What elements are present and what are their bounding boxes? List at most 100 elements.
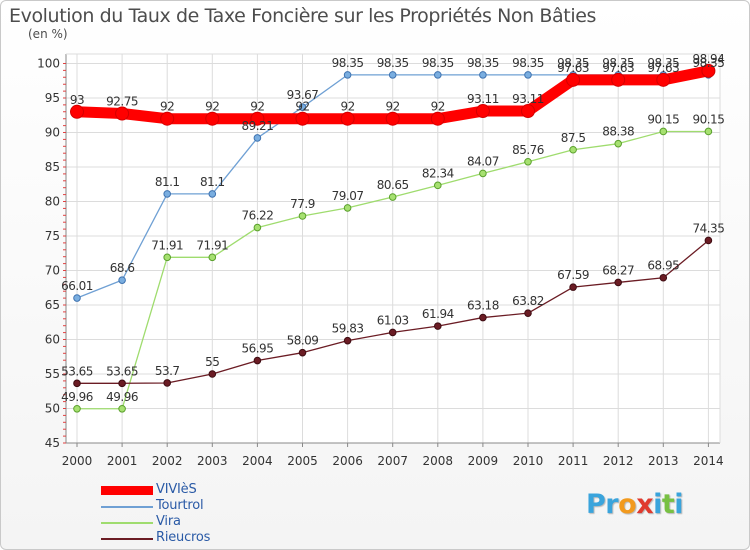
- data-point-vivies: [160, 111, 175, 126]
- chart-title: Evolution du Taux de Taxe Foncière sur l…: [9, 5, 597, 27]
- data-point-tourtrol: [118, 276, 126, 284]
- data-point-tourtrol: [163, 190, 171, 198]
- data-label-tourtrol: 98.35: [647, 56, 679, 70]
- x-tick-label: 2010: [513, 454, 544, 468]
- legend-label-vira: Vira: [156, 514, 181, 529]
- data-label-tourtrol: 98.35: [512, 56, 544, 70]
- data-label-vira: 90.15: [647, 112, 679, 126]
- data-label-tourtrol: 89.21: [241, 119, 273, 133]
- data-label-vivies: 93.11: [467, 92, 499, 106]
- y-tick-label: 90: [45, 126, 60, 140]
- data-label-rieucros: 53.65: [106, 364, 138, 378]
- series-rieucros: [73, 236, 713, 388]
- data-label-rieucros: 53.7: [155, 364, 180, 378]
- x-tick-label: 2001: [107, 454, 138, 468]
- data-label-rieucros: 61.94: [422, 307, 454, 321]
- x-tick-label: 2009: [468, 454, 499, 468]
- data-point-tourtrol: [298, 103, 307, 111]
- data-label-vivies: 92: [340, 100, 354, 114]
- data-point-tourtrol: [524, 71, 532, 79]
- data-point-tourtrol: [208, 190, 217, 198]
- data-point-vivies: [566, 72, 581, 87]
- data-label-tourtrol: 93.67: [287, 88, 319, 102]
- y-tick-label: 75: [45, 229, 60, 243]
- y-tick-label: 100: [37, 57, 60, 71]
- data-label-tourtrol: 98.35: [332, 56, 364, 70]
- data-label-rieucros: 59.83: [332, 322, 364, 336]
- data-label-rieucros: 74.35: [692, 221, 724, 235]
- data-label-vivies: 92: [160, 100, 174, 114]
- data-label-tourtrol: 81.1: [155, 175, 180, 189]
- data-label-vira: 82.34: [422, 166, 454, 180]
- x-tick-label: 2008: [423, 454, 454, 468]
- legend-swatch-rieucros: [101, 538, 153, 540]
- data-point-vivies: [521, 104, 535, 119]
- data-point-tourtrol: [73, 294, 81, 302]
- data-label-vivies: 97.63: [602, 61, 634, 75]
- x-tick-label: 2014: [693, 454, 724, 468]
- x-tick-label: 2013: [648, 454, 679, 468]
- data-label-vira: 87.5: [561, 131, 586, 145]
- logo-letter: x: [636, 489, 654, 520]
- data-label-vivies: 98.94: [692, 52, 724, 66]
- data-point-vira: [253, 223, 262, 232]
- data-point-rieucros: [73, 379, 81, 388]
- legend-swatch-tourtrol: [101, 506, 153, 508]
- data-point-rieucros: [118, 379, 126, 388]
- logo-letter: r: [605, 489, 619, 520]
- data-label-vivies: 92: [250, 100, 264, 114]
- data-label-rieucros: 68.27: [602, 263, 634, 277]
- data-label-vivies: 92: [431, 100, 445, 114]
- legend-label-tourtrol: Tourtrol: [156, 498, 204, 513]
- data-point-vira: [163, 253, 171, 262]
- data-label-vira: 85.76: [512, 143, 544, 157]
- data-label-tourtrol: 98.35: [692, 56, 724, 70]
- data-label-vivies: 92.75: [106, 95, 138, 109]
- data-point-tourtrol: [253, 134, 262, 142]
- x-tick-label: 2000: [62, 454, 93, 468]
- logo-letter: i: [674, 489, 684, 520]
- data-label-vivies: 97.63: [647, 61, 679, 75]
- x-tick-label: 2006: [332, 454, 363, 468]
- legend-label-rieucros: Rieucros: [156, 530, 211, 545]
- data-point-vira: [659, 127, 668, 136]
- data-point-vivies: [475, 104, 490, 119]
- logo-letter: P: [586, 489, 606, 520]
- data-label-vira: 49.96: [106, 390, 138, 404]
- data-point-rieucros: [569, 283, 577, 291]
- data-point-vira: [208, 253, 217, 262]
- data-label-vira: 77.9: [290, 197, 315, 211]
- data-point-rieucros: [479, 313, 487, 322]
- data-label-rieucros: 68.95: [647, 259, 679, 273]
- data-point-vira: [569, 145, 577, 154]
- data-point-vivies: [70, 104, 84, 119]
- legend-swatch-vira: [101, 522, 153, 524]
- series-vira: [73, 127, 713, 413]
- data-point-vivies: [205, 111, 220, 126]
- data-label-tourtrol: 66.01: [61, 279, 93, 293]
- data-point-vivies: [295, 111, 310, 126]
- data-point-rieucros: [434, 322, 442, 330]
- data-point-rieucros: [253, 356, 262, 365]
- data-point-rieucros: [343, 336, 352, 345]
- data-point-tourtrol: [388, 71, 397, 79]
- data-label-vira: 76.22: [241, 209, 273, 223]
- data-label-vira: 84.07: [467, 154, 499, 168]
- data-point-vira: [73, 404, 81, 413]
- data-label-vira: 88.38: [602, 125, 634, 139]
- series-vivies: [70, 63, 716, 126]
- data-label-rieucros: 63.82: [512, 294, 544, 308]
- data-label-vira: 79.07: [332, 189, 364, 203]
- data-point-vivies: [430, 111, 445, 126]
- x-tick-label: 2012: [603, 454, 634, 468]
- data-point-vira: [388, 193, 397, 201]
- data-point-rieucros: [524, 309, 532, 317]
- x-tick-label: 2002: [152, 454, 183, 468]
- y-tick-label: 95: [45, 91, 60, 105]
- proxiti-logo: Proxiti: [586, 489, 684, 520]
- data-label-rieucros: 56.95: [241, 342, 273, 356]
- data-label-vivies: 93: [70, 93, 84, 107]
- data-label-vivies: 92: [205, 100, 219, 114]
- data-point-vira: [298, 212, 307, 220]
